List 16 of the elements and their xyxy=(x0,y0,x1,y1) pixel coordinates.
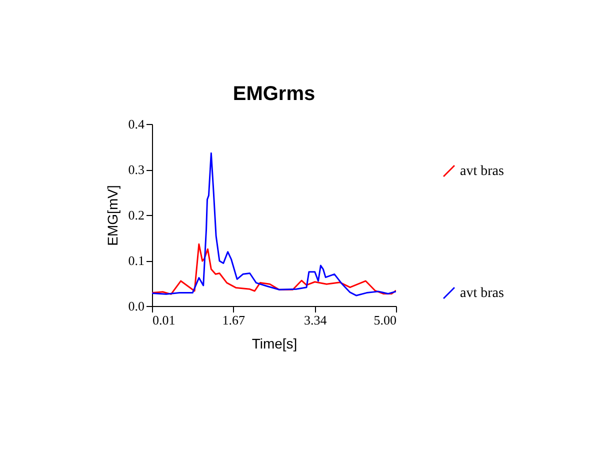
legend-label: avt bras xyxy=(460,286,504,301)
y-tick-label: 0.1 xyxy=(128,253,144,268)
x-tick-label: 1.67 xyxy=(222,312,246,328)
y-tick-label: 0.3 xyxy=(128,162,144,177)
x-axis-title: Time[s] xyxy=(252,336,298,352)
y-tick-label: 0.2 xyxy=(128,208,144,222)
chart-title: EMGrms xyxy=(232,83,316,105)
y-tick-label: 0.4 xyxy=(128,116,145,132)
y-axis-title: EMG[mV] xyxy=(104,185,120,246)
line-series xyxy=(152,243,396,295)
x-tick-label: 5.00 xyxy=(374,312,396,328)
line-series xyxy=(152,152,396,296)
y-tick-label: 0.0 xyxy=(128,298,144,314)
x-tick-label: 3.34 xyxy=(304,312,328,328)
x-tick-label: 0.01 xyxy=(152,312,176,328)
legend-label: avt bras xyxy=(460,164,504,179)
